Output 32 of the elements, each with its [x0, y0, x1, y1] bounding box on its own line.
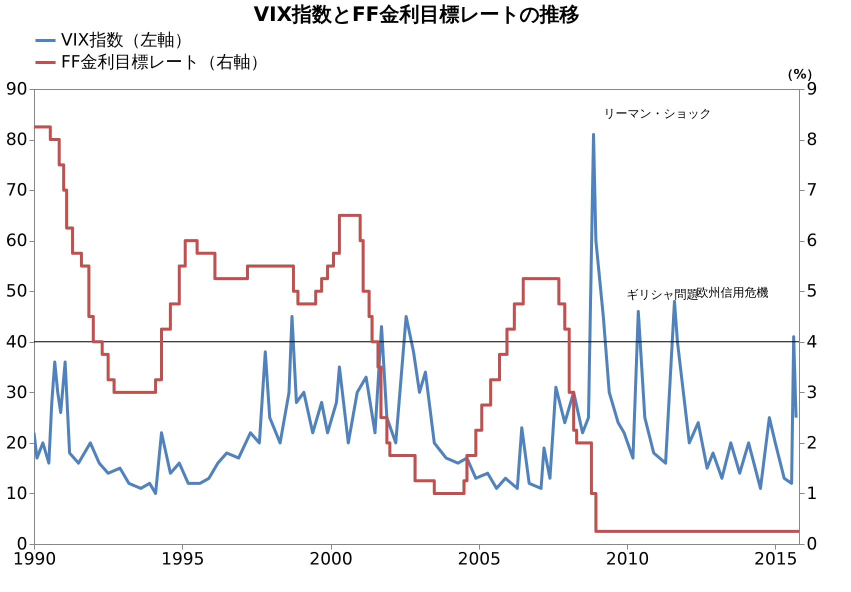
x-tick-label: 1990 [12, 550, 56, 570]
y2-tick-label: 1 [806, 484, 818, 504]
y-tick-label: 80 [6, 130, 28, 150]
y2-axis-title: （%） [780, 68, 820, 82]
y2-tick-label: 8 [806, 130, 818, 150]
x-tick-label: 1995 [161, 550, 204, 570]
legend-label: FF金利目標レート（右軸） [61, 52, 268, 72]
annotation: 欧州信用危機 [696, 285, 768, 300]
y-tick-label: 10 [6, 484, 28, 504]
y2-tick-label: 4 [806, 332, 818, 352]
x-tick-label: 2010 [606, 550, 650, 570]
y-tick-label: 60 [6, 231, 28, 252]
y2-tick-label: 0 [806, 534, 818, 554]
y2-tick-label: 5 [806, 282, 818, 302]
y-tick-label: 30 [6, 382, 28, 403]
annotation: ギリシャ問題 [626, 287, 698, 302]
x-tick-label: 2005 [458, 550, 501, 570]
y-tick-label: 70 [6, 180, 28, 201]
y2-tick-label: 9 [806, 80, 818, 100]
x-tick-label: 2000 [309, 550, 353, 570]
annotation: リーマン・ショック [604, 106, 712, 120]
y2-tick-label: 2 [806, 433, 818, 454]
legend-label: VIX指数（左軸） [61, 30, 192, 50]
y-tick-label: 50 [6, 282, 28, 302]
y2-tick-label: 7 [806, 180, 818, 201]
y-tick-label: 20 [6, 433, 28, 454]
y2-tick-label: 6 [806, 231, 818, 252]
chart-title: VIX指数とFF金利目標レートの推移 [254, 2, 580, 26]
y-tick-label: 90 [6, 80, 28, 100]
y2-tick-label: 3 [806, 382, 818, 403]
x-tick-label: 2015 [754, 550, 798, 570]
y-tick-label: 40 [6, 332, 28, 352]
